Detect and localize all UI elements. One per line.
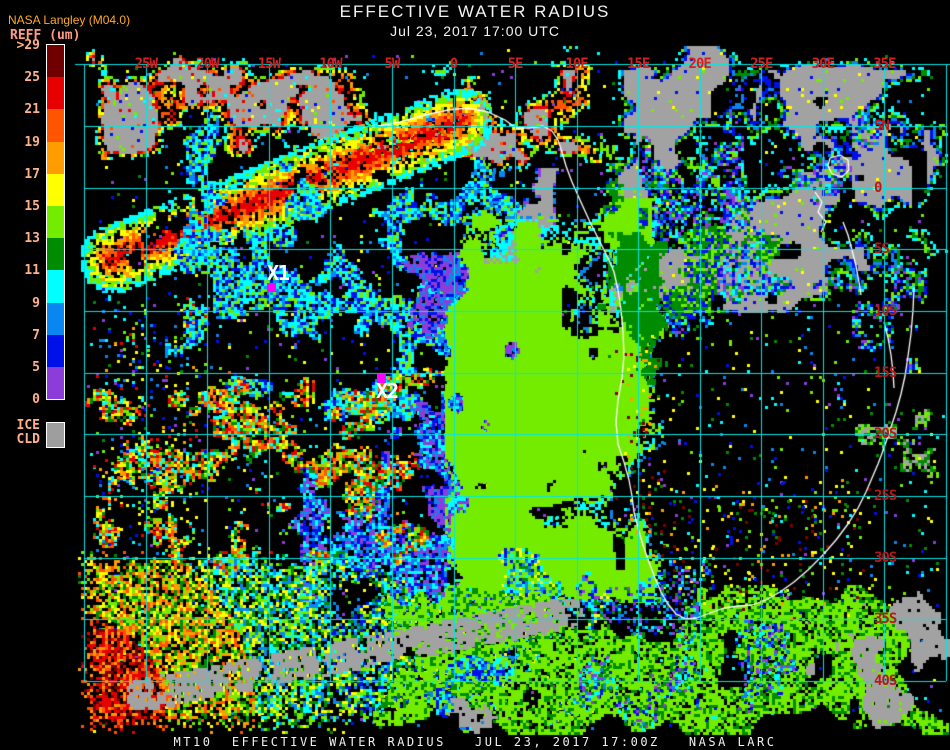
lat-label-35S: 35S [874, 611, 897, 628]
reff-colorbar [46, 44, 65, 400]
marker-dot-X2 [377, 374, 386, 383]
colorbar-tick-21: 21 [24, 102, 40, 118]
nasa-langley-version-label: NASA Langley (M04.0) [8, 13, 131, 27]
lat-label-30S: 30S [874, 549, 897, 566]
colorbar-segment-4 [47, 173, 64, 206]
colorbar-tick-11: 11 [24, 263, 40, 279]
colorbar-tick-7: 7 [32, 327, 40, 343]
colorbar-tick-9: 9 [32, 295, 40, 311]
colorbar-segment-10 [47, 366, 64, 400]
colorbar-tick-0: 0 [32, 392, 40, 408]
colorbar-tick-19: 19 [24, 134, 40, 150]
header: EFFECTIVE WATER RADIUS Jul 23, 2017 17:0… [0, 2, 950, 39]
colorbar-segment-0 [47, 45, 64, 78]
colorbar-tick-25: 25 [24, 70, 40, 86]
page-title: EFFECTIVE WATER RADIUS [339, 2, 611, 21]
colorbar-tick-15: 15 [24, 199, 40, 214]
lat-label-25S: 25S [874, 488, 897, 504]
lon-label-5E: 5E [507, 56, 524, 72]
ice-cld-swatch [46, 422, 65, 448]
lon-label-20W: 20W [196, 56, 219, 72]
lat-label-5S: 5S [874, 241, 890, 258]
lon-label-15W: 15W [257, 56, 281, 72]
marker-label-X2: X2 [375, 379, 399, 403]
lat-label-5N: 5N [874, 117, 890, 134]
colorbar-segment-1 [47, 77, 64, 110]
colorbar-tick-17: 17 [24, 166, 40, 182]
lon-label-15E: 15E [626, 56, 650, 72]
lon-label-25W: 25W [134, 56, 158, 72]
colorbar-segment-7 [47, 270, 64, 303]
colorbar-segment-2 [47, 109, 64, 142]
colorbar-tick-13: 13 [24, 231, 40, 247]
lat-label-40S: 40S [874, 673, 897, 690]
status-bar: MT10 EFFECTIVE WATER RADIUS JUL 23, 2017… [173, 735, 777, 749]
colorbar-segment-8 [47, 302, 64, 335]
colorbar-tick-gt29: >29 [16, 38, 40, 53]
colorbar-title: REFF (um) [10, 28, 81, 43]
colorbar-tick-5: 5 [32, 360, 40, 375]
lon-label-10E: 10E [565, 56, 588, 72]
ice-cld-label-line2: CLD [16, 432, 40, 447]
lon-label-0: 0 [449, 56, 459, 72]
lon-label-10W: 10W [319, 56, 342, 72]
lon-label-5W: 5W [384, 56, 401, 72]
colorbar-segment-3 [47, 141, 64, 174]
lon-label-35E: 35E [873, 56, 896, 72]
page-subtitle: Jul 23, 2017 17:00 UTC [390, 23, 560, 39]
colorbar-segment-9 [47, 334, 64, 367]
marker-dot-X1 [267, 283, 276, 292]
colorbar-segment-5 [47, 205, 64, 239]
lat-label-15S: 15S [874, 364, 897, 381]
marker-label-X1: X1 [266, 261, 290, 285]
lat-label-10S: 10S [874, 302, 897, 319]
colorbar-segment-6 [47, 238, 64, 271]
ice-cld-label-line1: ICE [16, 418, 40, 433]
lon-label-20E: 20E [688, 56, 712, 72]
lon-label-30E: 30E [811, 56, 835, 72]
lat-label-0: 0 [874, 179, 883, 196]
lon-label-25E: 25E [750, 56, 773, 72]
lat-label-20S: 20S [874, 426, 897, 443]
